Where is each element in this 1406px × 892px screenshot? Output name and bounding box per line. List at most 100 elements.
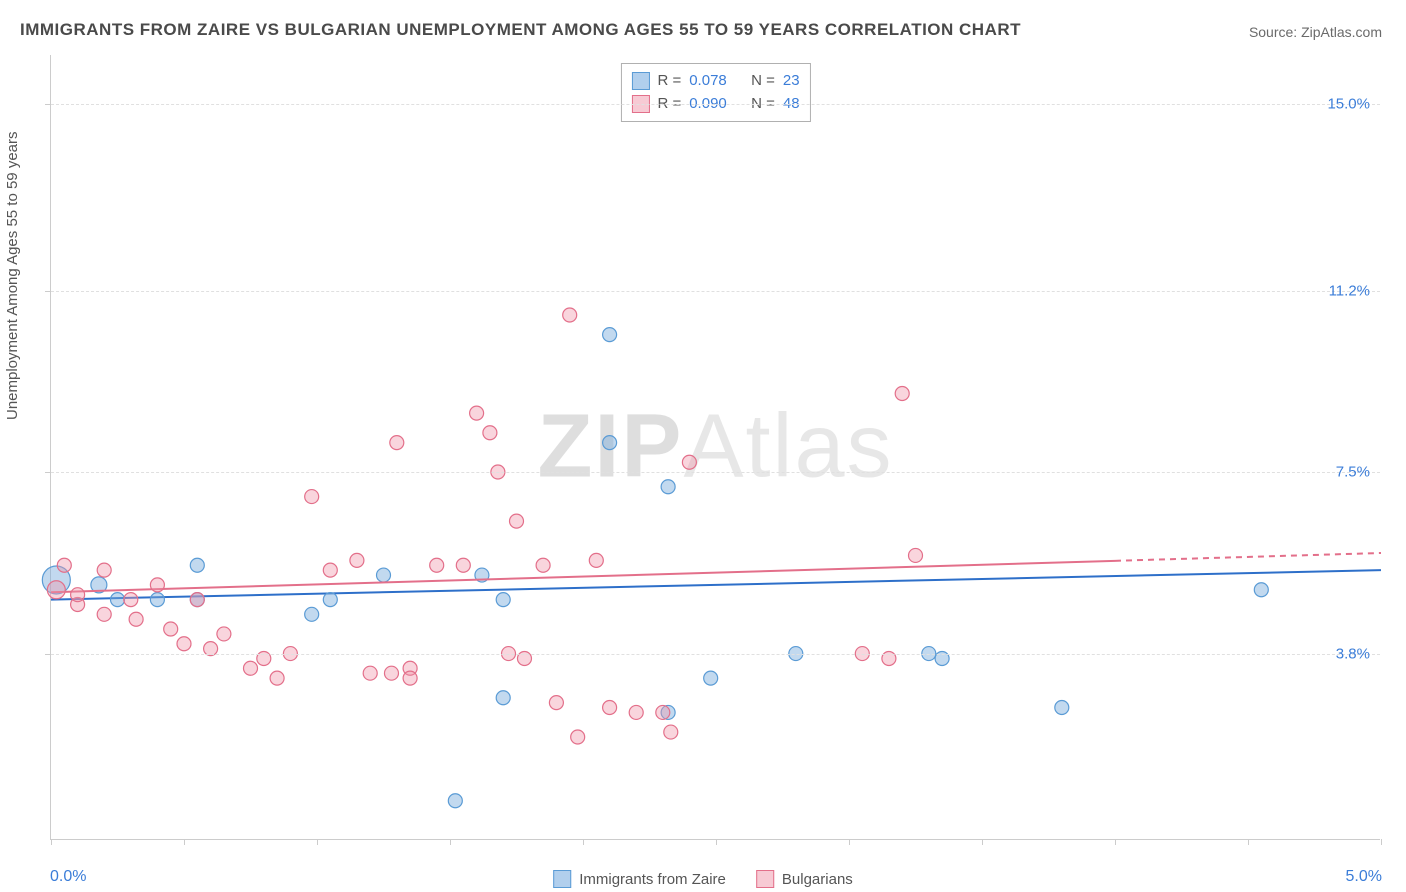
data-point xyxy=(510,514,524,528)
y-tick-label: 15.0% xyxy=(1327,96,1370,113)
data-point xyxy=(448,794,462,808)
data-point xyxy=(549,696,563,710)
y-tick-label: 7.5% xyxy=(1336,464,1370,481)
data-point xyxy=(363,666,377,680)
y-tick-label: 3.8% xyxy=(1336,645,1370,662)
r-value: 0.078 xyxy=(689,70,727,93)
data-point xyxy=(664,725,678,739)
grid-line xyxy=(51,104,1380,105)
series-legend-item: Immigrants from Zaire xyxy=(553,870,726,888)
data-point xyxy=(323,563,337,577)
data-point xyxy=(456,558,470,572)
x-tick xyxy=(982,839,983,845)
data-point xyxy=(129,612,143,626)
stats-legend: R =0.078 N =23R =0.090 N =48 xyxy=(620,63,810,122)
data-point xyxy=(97,607,111,621)
data-point xyxy=(390,436,404,450)
data-point xyxy=(305,607,319,621)
data-point xyxy=(150,593,164,607)
y-tick xyxy=(45,104,51,105)
data-point xyxy=(305,490,319,504)
grid-line xyxy=(51,654,1380,655)
legend-swatch xyxy=(631,72,649,90)
data-point xyxy=(57,558,71,572)
r-label: R = xyxy=(657,70,681,93)
data-point xyxy=(1254,583,1268,597)
data-point xyxy=(656,705,670,719)
legend-label: Bulgarians xyxy=(782,871,853,888)
x-tick xyxy=(184,839,185,845)
data-point xyxy=(244,661,258,675)
x-tick xyxy=(849,839,850,845)
x-tick xyxy=(1381,839,1382,845)
legend-swatch xyxy=(553,870,571,888)
data-point xyxy=(563,308,577,322)
x-tick xyxy=(716,839,717,845)
series-legend-item: Bulgarians xyxy=(756,870,853,888)
series-legend: Immigrants from Zaire Bulgarians xyxy=(553,870,853,888)
data-point xyxy=(403,671,417,685)
legend-swatch xyxy=(756,870,774,888)
data-point xyxy=(323,593,337,607)
x-tick xyxy=(51,839,52,845)
data-point xyxy=(909,548,923,562)
source-label: Source: ZipAtlas.com xyxy=(1249,24,1382,40)
data-point xyxy=(470,406,484,420)
data-point xyxy=(1055,701,1069,715)
legend-row: R = 0.078 N = 23 xyxy=(631,70,799,93)
data-point xyxy=(704,671,718,685)
data-point xyxy=(350,553,364,567)
data-point xyxy=(661,480,675,494)
x-tick xyxy=(1248,839,1249,845)
n-label: N = xyxy=(751,70,775,93)
x-tick xyxy=(450,839,451,845)
data-point xyxy=(270,671,284,685)
data-point xyxy=(603,328,617,342)
data-point xyxy=(483,426,497,440)
data-point xyxy=(629,705,643,719)
data-point xyxy=(217,627,231,641)
plot-area: ZIPAtlas R =0.078 N =23R =0.090 N =48 15… xyxy=(50,55,1380,840)
data-point xyxy=(603,436,617,450)
data-point xyxy=(571,730,585,744)
x-tick xyxy=(1115,839,1116,845)
data-point xyxy=(97,563,111,577)
data-point xyxy=(71,588,85,602)
data-point xyxy=(47,581,65,599)
x-tick xyxy=(583,839,584,845)
y-axis-label: Unemployment Among Ages 55 to 59 years xyxy=(4,131,21,420)
data-point xyxy=(496,593,510,607)
trend-line-dashed xyxy=(1115,553,1381,561)
x-axis-min-label: 0.0% xyxy=(50,868,86,886)
grid-line xyxy=(51,291,1380,292)
data-point xyxy=(164,622,178,636)
data-point xyxy=(603,701,617,715)
data-point xyxy=(589,553,603,567)
data-point xyxy=(190,558,204,572)
data-point xyxy=(384,666,398,680)
x-tick xyxy=(317,839,318,845)
grid-line xyxy=(51,472,1380,473)
y-tick xyxy=(45,654,51,655)
data-point xyxy=(124,593,138,607)
data-point xyxy=(111,593,125,607)
data-point xyxy=(430,558,444,572)
plot-svg xyxy=(51,55,1380,839)
correlation-chart: IMMIGRANTS FROM ZAIRE VS BULGARIAN UNEMP… xyxy=(0,0,1406,892)
data-point xyxy=(895,387,909,401)
y-tick xyxy=(45,472,51,473)
y-tick xyxy=(45,291,51,292)
data-point xyxy=(190,593,204,607)
y-tick-label: 11.2% xyxy=(1329,282,1370,299)
trend-line xyxy=(51,570,1381,599)
data-point xyxy=(496,691,510,705)
legend-label: Immigrants from Zaire xyxy=(579,871,726,888)
data-point xyxy=(377,568,391,582)
data-point xyxy=(682,455,696,469)
n-value: 23 xyxy=(783,70,800,93)
x-axis-max-label: 5.0% xyxy=(1346,868,1382,886)
data-point xyxy=(536,558,550,572)
data-point xyxy=(150,578,164,592)
chart-title: IMMIGRANTS FROM ZAIRE VS BULGARIAN UNEMP… xyxy=(20,20,1021,40)
data-point xyxy=(177,637,191,651)
